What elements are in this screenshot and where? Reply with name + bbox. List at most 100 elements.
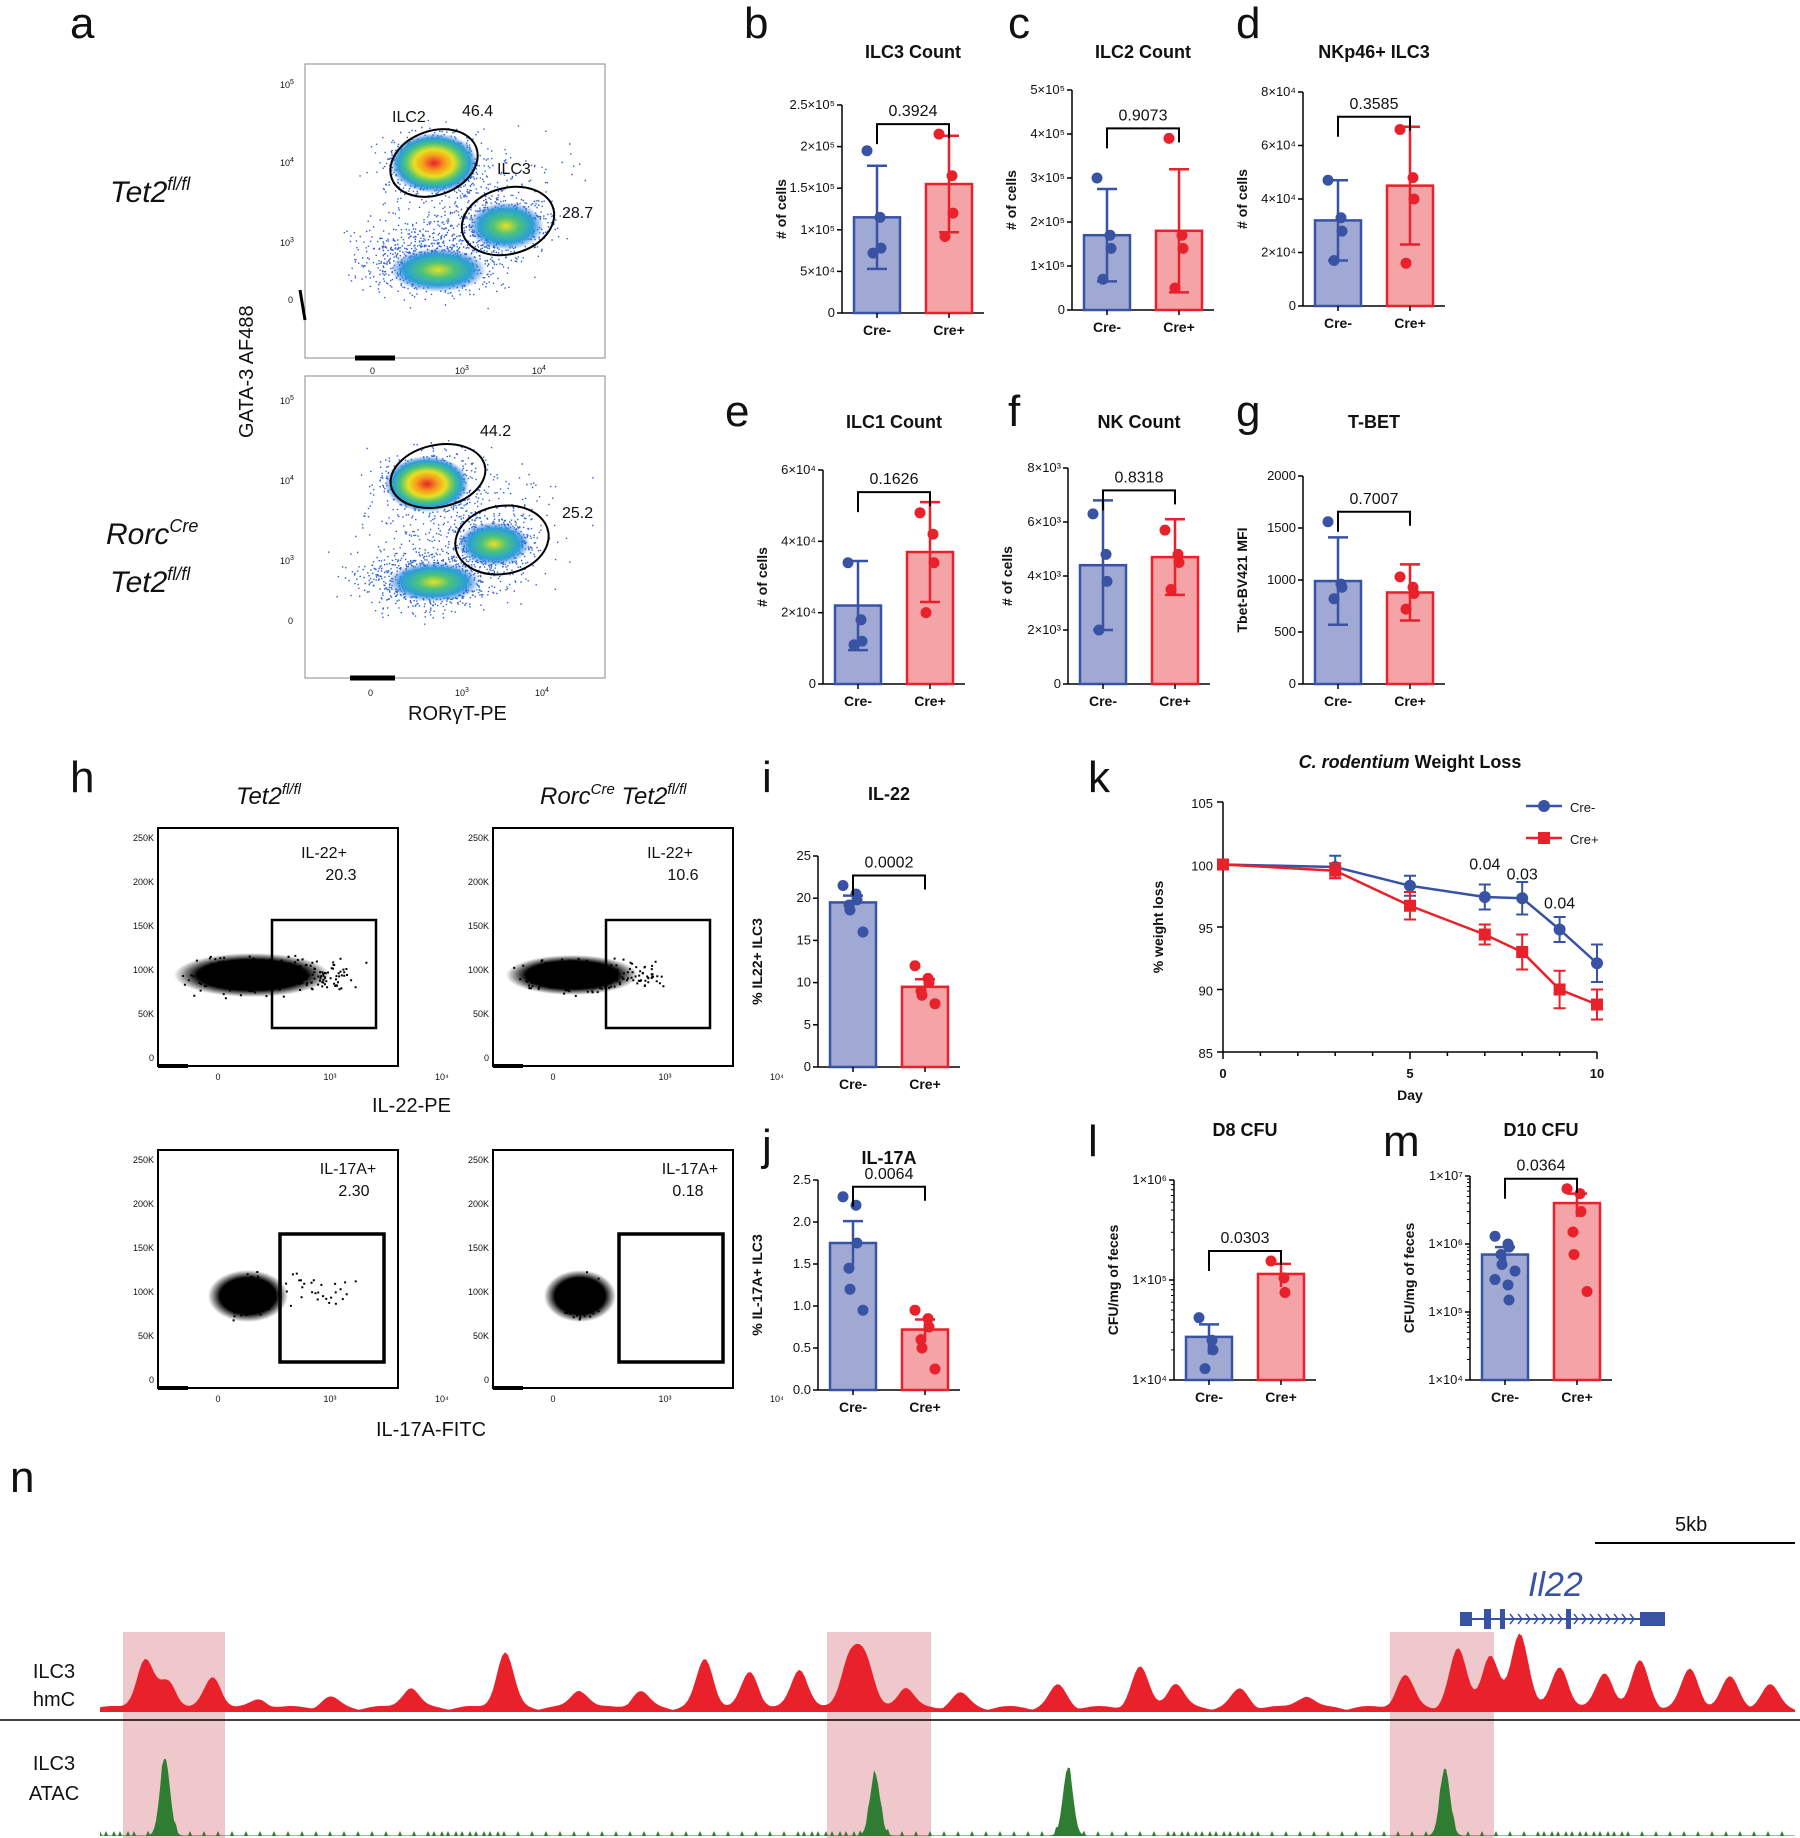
genotype-col2: RorcCre Tet2fl/fl	[540, 781, 687, 810]
genotype-tet2-b: Tet2fl/fl	[110, 564, 191, 599]
y-tick-label: 50K	[473, 1009, 489, 1019]
y-axis-label: % IL-17A+ ILC3	[749, 1234, 765, 1336]
y-tick-label: 100K	[133, 965, 154, 975]
track-hmc-label-2: hmC	[33, 1689, 75, 1711]
significance-annotation: 0.04	[1469, 857, 1500, 874]
data-point	[851, 894, 863, 906]
y-tick-label: 50K	[138, 1331, 154, 1341]
y-tick-label: 1×10⁵	[1030, 258, 1065, 273]
data-point	[1478, 928, 1491, 941]
gata3-axis-label: GATA-3 AF488	[236, 305, 258, 438]
data-point	[914, 507, 926, 519]
p-value: 0.1626	[870, 471, 919, 488]
bar-creminus	[1480, 1253, 1530, 1382]
p-value: 0.9073	[1119, 107, 1168, 124]
strand-arrow	[1533, 1613, 1539, 1625]
strand-arrow	[1517, 1613, 1523, 1625]
data-point	[923, 1321, 935, 1333]
data-point	[1335, 212, 1347, 224]
panel-label-k: k	[1088, 753, 1111, 802]
y-tick-label: 25	[797, 848, 811, 863]
data-point	[1336, 225, 1348, 237]
y-tick-label: 20	[797, 890, 811, 905]
y-tick-label: 1.0	[793, 1298, 811, 1313]
y-tick-label: 2.5×10⁵	[789, 97, 835, 112]
data-point	[916, 1342, 928, 1354]
x-tick-label: 10⁴	[770, 1072, 784, 1082]
data-point	[1394, 571, 1406, 583]
ilc2-gate	[389, 128, 479, 198]
y-tick-label: 2×10³	[1027, 622, 1061, 637]
y-tick-label: 0	[484, 1053, 489, 1063]
data-point	[1328, 255, 1340, 267]
ilc2-cloud	[385, 456, 469, 512]
y-tick-label: 0	[1289, 676, 1296, 691]
y-tick-label: 6×10³	[1027, 514, 1061, 529]
significance-bracket	[1504, 1177, 1578, 1199]
y-tick-label: 6×10⁴	[1261, 138, 1296, 153]
y-axis-label: CFU/mg of feces	[1105, 1225, 1121, 1336]
legend-marker	[1538, 832, 1550, 844]
y-tick-label: 8×10³	[1027, 460, 1061, 475]
data-point	[1553, 923, 1566, 936]
data-point	[1502, 1279, 1514, 1291]
strand-arrow	[1621, 1613, 1627, 1625]
ilc3-cloud	[468, 202, 544, 250]
event-dots	[558, 1271, 605, 1321]
chart-ilc2-count: ILC2 Count # of cells 0 1×10⁵ 2×10⁵ 3×10⁵ 4×10…	[1003, 42, 1214, 335]
y-tick-label: 105	[1191, 796, 1213, 811]
data-point	[1478, 891, 1491, 903]
x-tick-label: 5	[1406, 1066, 1413, 1081]
ilc2-gate	[389, 443, 487, 509]
chart-title: D10 CFU	[1503, 1120, 1578, 1140]
genotype-tet2-a: Tet2fl/fl	[110, 174, 191, 209]
x-tick-label: Cre+	[1163, 319, 1195, 335]
data-point	[1400, 257, 1412, 269]
x-tick-label: Cre-	[1195, 1389, 1223, 1405]
y-tick-label: 0	[804, 1059, 811, 1074]
atac-track	[100, 1759, 1795, 1836]
y-tick-label: 90	[1199, 984, 1213, 999]
strand-arrow	[1613, 1613, 1619, 1625]
plot-frame	[157, 827, 399, 1067]
chart-ilc3-count: ILC3 Count # of cells 0 5×10⁴ 1×10⁵ 1.5×10⁵ 2×…	[773, 42, 984, 338]
data-point	[875, 242, 887, 254]
il22-gate	[604, 918, 712, 1030]
y-tick-label: 4×10³	[1027, 568, 1061, 583]
data-point	[1496, 1258, 1508, 1270]
data-point	[1093, 624, 1105, 636]
y-tick-label: 100K	[133, 1287, 154, 1297]
il17a-gate	[278, 1232, 386, 1364]
tick-x-0: 0	[368, 688, 373, 698]
data-point	[1503, 1294, 1515, 1306]
x-tick-label: 0	[1219, 1066, 1226, 1081]
data-point	[1091, 172, 1103, 184]
y-axis-label: # of cells	[754, 547, 770, 607]
data-point	[867, 247, 879, 259]
y-tick-label: 1×10⁷	[1429, 1168, 1463, 1183]
chart-d10-cfu: D10 CFU CFU/mg of feces 1×10⁴ 1×10⁵ 1×10⁶ 1×1…	[1401, 1120, 1612, 1405]
significance-bracket	[1106, 127, 1180, 149]
data-point	[844, 1283, 856, 1295]
data-point	[1176, 229, 1188, 241]
tick-x-104: 104	[532, 365, 546, 376]
y-tick-label: 100K	[468, 965, 489, 975]
chart-title: D8 CFU	[1212, 1120, 1277, 1140]
x-axis-label: Day	[1397, 1087, 1423, 1103]
data-point	[1105, 242, 1117, 254]
data-point	[915, 1334, 927, 1346]
flow-plot-il22-right: IL-22+ 10.6	[492, 827, 734, 1067]
y-tick-label: 95	[1199, 921, 1213, 936]
panel-label-j: j	[760, 1121, 772, 1170]
x-tick-label: Cre-	[863, 322, 891, 338]
data-point	[1553, 983, 1566, 996]
chart-title: ILC1 Count	[846, 412, 942, 432]
data-point	[1509, 1265, 1521, 1277]
data-point	[922, 1313, 934, 1325]
track-hmc-label-1: ILC3	[33, 1661, 75, 1683]
x-tick-label: 0	[550, 1394, 555, 1404]
chart-title: T-BET	[1348, 412, 1400, 432]
y-tick-label: 0	[1058, 302, 1065, 317]
y-tick-label: 5	[804, 1017, 811, 1032]
